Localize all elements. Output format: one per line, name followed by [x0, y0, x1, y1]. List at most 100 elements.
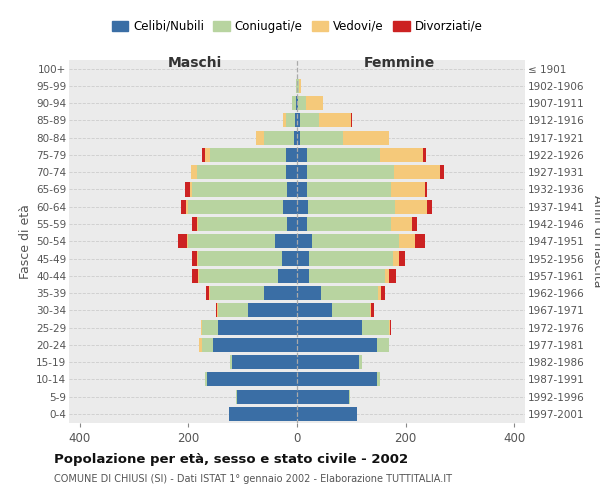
Bar — [287, 217, 297, 231]
Bar — [415, 234, 425, 248]
Bar — [286, 165, 297, 180]
Bar — [391, 217, 412, 231]
Bar — [190, 182, 192, 196]
Bar — [308, 200, 395, 214]
Bar — [359, 355, 362, 369]
Bar — [181, 200, 186, 214]
Bar — [391, 182, 425, 196]
Bar — [297, 79, 299, 93]
Bar — [248, 303, 297, 318]
Bar — [427, 200, 431, 214]
Bar — [185, 182, 190, 196]
Bar — [210, 148, 286, 162]
Bar — [287, 182, 297, 196]
Bar — [199, 268, 278, 283]
Bar — [199, 338, 202, 352]
Bar — [218, 303, 248, 318]
Bar — [188, 200, 283, 214]
Bar — [319, 114, 351, 128]
Bar — [332, 303, 370, 318]
Bar — [297, 217, 307, 231]
Bar — [202, 148, 205, 162]
Bar — [425, 182, 427, 196]
Bar — [297, 234, 312, 248]
Bar — [412, 217, 417, 231]
Y-axis label: Anni di nascita: Anni di nascita — [591, 195, 600, 288]
Bar — [297, 200, 308, 214]
Bar — [385, 268, 389, 283]
Bar — [362, 320, 389, 334]
Legend: Celibi/Nubili, Coniugati/e, Vedovi/e, Divorziati/e: Celibi/Nubili, Coniugati/e, Vedovi/e, Di… — [107, 15, 487, 38]
Bar — [370, 303, 371, 318]
Bar — [265, 130, 294, 145]
Bar — [217, 303, 218, 318]
Text: Popolazione per età, sesso e stato civile - 2002: Popolazione per età, sesso e stato civil… — [54, 452, 408, 466]
Bar — [192, 217, 197, 231]
Bar — [300, 130, 343, 145]
Bar — [297, 355, 359, 369]
Bar — [398, 252, 405, 266]
Bar — [198, 268, 199, 283]
Bar — [191, 268, 198, 283]
Bar — [349, 390, 350, 404]
Bar — [306, 96, 323, 110]
Bar — [297, 165, 307, 180]
Bar — [188, 234, 275, 248]
Bar — [237, 390, 297, 404]
Bar — [205, 148, 210, 162]
Bar — [377, 372, 380, 386]
Bar — [232, 355, 297, 369]
Bar — [209, 286, 210, 300]
Text: COMUNE DI CHIUSI (SI) - Dati ISTAT 1° gennaio 2002 - Elaborazione TUTTITALIA.IT: COMUNE DI CHIUSI (SI) - Dati ISTAT 1° ge… — [54, 474, 452, 484]
Bar — [197, 252, 282, 266]
Y-axis label: Fasce di età: Fasce di età — [19, 204, 32, 279]
Bar — [297, 130, 300, 145]
Bar — [206, 286, 209, 300]
Bar — [393, 252, 398, 266]
Bar — [297, 390, 349, 404]
Bar — [210, 286, 265, 300]
Bar — [191, 165, 197, 180]
Bar — [298, 96, 306, 110]
Bar — [297, 114, 300, 128]
Bar — [202, 338, 213, 352]
Bar — [294, 130, 297, 145]
Bar — [440, 165, 444, 180]
Bar — [394, 165, 440, 180]
Bar — [351, 114, 352, 128]
Bar — [201, 320, 202, 334]
Bar — [283, 114, 286, 128]
Bar — [377, 338, 389, 352]
Bar — [300, 114, 319, 128]
Bar — [297, 182, 307, 196]
Bar — [307, 182, 391, 196]
Bar — [399, 234, 415, 248]
Bar — [295, 114, 297, 128]
Bar — [286, 114, 295, 128]
Bar — [192, 252, 197, 266]
Bar — [389, 268, 396, 283]
Bar — [379, 286, 381, 300]
Bar — [218, 320, 297, 334]
Bar — [275, 234, 297, 248]
Bar — [307, 165, 394, 180]
Bar — [307, 148, 380, 162]
Bar — [395, 200, 427, 214]
Bar — [282, 252, 297, 266]
Bar — [296, 79, 297, 93]
Bar — [371, 303, 374, 318]
Bar — [230, 355, 232, 369]
Bar — [389, 320, 391, 334]
Bar — [312, 234, 399, 248]
Bar — [178, 234, 187, 248]
Bar — [297, 338, 377, 352]
Text: Maschi: Maschi — [167, 56, 221, 70]
Bar — [343, 130, 389, 145]
Bar — [213, 338, 297, 352]
Bar — [202, 320, 218, 334]
Bar — [381, 286, 385, 300]
Bar — [192, 182, 287, 196]
Bar — [297, 372, 377, 386]
Bar — [307, 217, 391, 231]
Bar — [236, 390, 237, 404]
